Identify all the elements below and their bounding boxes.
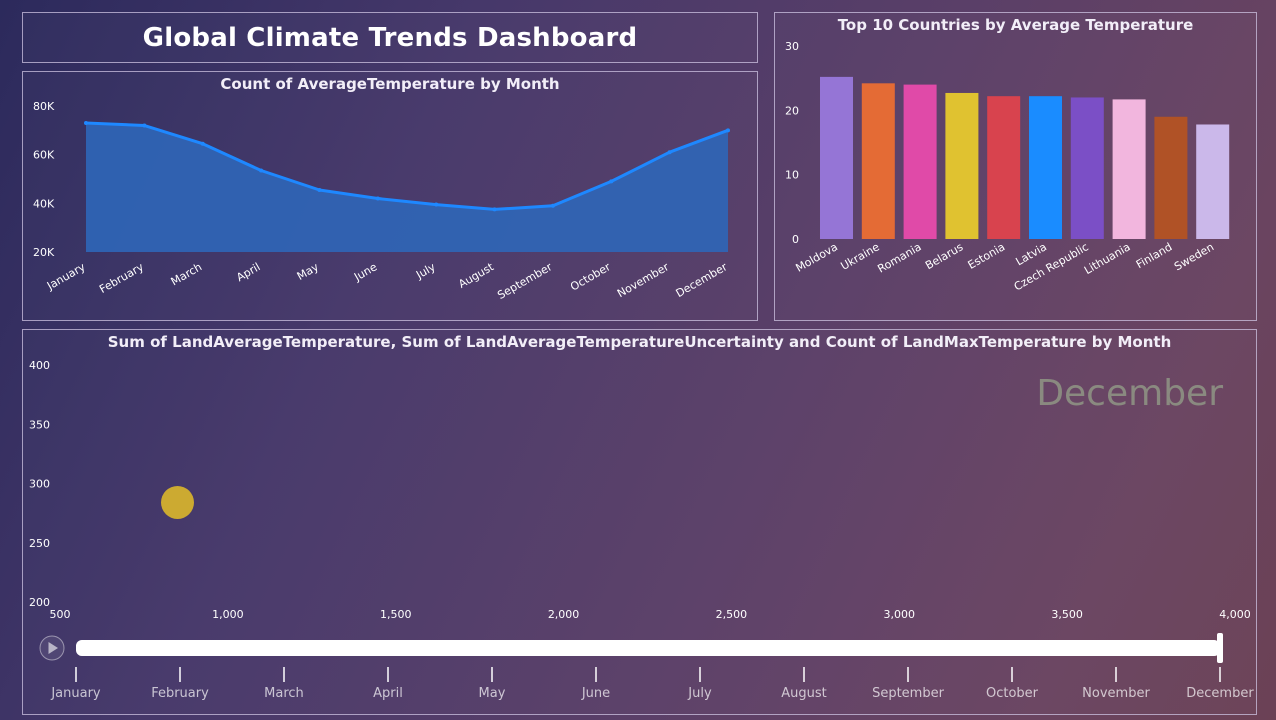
y-tick-label: 0 [792,233,799,246]
y-tick-label: 60K [33,149,55,162]
bar[interactable] [1029,96,1062,240]
x-tick-label: 4,000 [1219,608,1251,621]
data-point[interactable] [375,196,380,201]
x-tick-label: September [495,260,555,302]
y-tick-label: 400 [29,359,50,372]
dashboard-title: Global Climate Trends Dashboard [142,22,638,53]
data-point[interactable] [667,150,672,155]
x-tick-label: Lithuania [1082,240,1133,277]
x-tick-label: Belarus [923,240,966,272]
x-tick-label: 3,500 [1051,608,1083,621]
y-tick-label: 350 [29,418,50,431]
scatter-chart-title: Sum of LandAverageTemperature, Sum of La… [107,333,1172,351]
play-axis-label[interactable]: May [479,686,506,701]
data-point[interactable] [492,207,497,212]
y-tick-label: 300 [29,478,50,491]
x-tick-label: 500 [50,608,71,621]
data-point[interactable] [142,123,147,128]
data-point[interactable] [434,202,439,207]
x-tick-label: Moldova [793,240,840,274]
x-tick-label: June [351,260,379,284]
play-axis-label[interactable]: November [1082,686,1150,701]
play-axis-handle[interactable] [1217,633,1223,663]
y-tick-label: 250 [29,537,50,550]
bar[interactable] [903,84,937,239]
dashboard-title-panel: Global Climate Trends Dashboard [22,12,758,63]
y-tick-label: 10 [785,169,799,182]
x-tick-label: Czech Republic [1012,240,1091,293]
scatter-chart-panel[interactable]: Sum of LandAverageTemperature, Sum of La… [22,329,1257,715]
x-tick-label: 2,500 [716,608,748,621]
bar[interactable] [1070,97,1104,239]
y-tick-label: 80K [33,100,55,113]
play-axis-label[interactable]: September [872,686,945,701]
x-tick-label: 2,000 [548,608,580,621]
bar[interactable] [1154,116,1188,239]
data-point[interactable] [550,203,555,208]
y-tick-label: 200 [29,596,50,609]
bar-chart-title: Top 10 Countries by Average Temperature [837,16,1194,34]
data-point[interactable] [84,121,88,126]
y-tick-label: 40K [33,197,55,210]
play-icon [48,642,58,654]
x-tick-label: Ukraine [839,240,882,273]
x-tick-label: 1,500 [380,608,412,621]
data-point[interactable] [200,141,205,146]
x-tick-label: July [413,260,438,282]
x-tick-label: December [674,260,730,300]
x-tick-label: Romania [875,240,923,275]
area-fill [86,123,728,252]
play-axis-label[interactable]: December [1186,686,1254,701]
y-tick-label: 20 [785,104,799,117]
play-axis-label[interactable]: March [264,686,304,701]
x-tick-label: March [169,260,205,288]
data-point[interactable] [259,168,264,173]
x-tick-label: October [568,260,613,294]
bar[interactable] [987,96,1021,240]
data-point[interactable] [609,179,614,184]
play-axis-label[interactable]: July [687,686,712,701]
scatter-chart[interactable]: 200 250 300 350 400 500 1,000 1,500 2,000 2,500 3,… [23,330,1258,716]
x-tick-label: 1,000 [212,608,244,621]
x-tick-label: November [615,260,671,300]
x-tick-label: Estonia [966,240,1008,272]
bar[interactable] [1196,124,1230,239]
bar[interactable] [945,92,979,239]
current-frame-label: December [1036,373,1223,414]
bar[interactable] [861,83,895,240]
data-point[interactable] [726,128,730,133]
bar-chart-panel[interactable]: Top 10 Countries by Average Temperature … [774,12,1257,321]
x-tick-label: Finland [1134,240,1175,271]
series-line[interactable] [85,121,729,211]
bar[interactable] [820,76,853,239]
x-tick-label: January [44,260,88,293]
play-axis-label[interactable]: April [373,686,403,701]
x-tick-label: Sweden [1172,240,1216,273]
line-chart-title: Count of AverageTemperature by Month [220,75,560,93]
play-axis-label[interactable]: October [986,686,1039,701]
play-axis-progress [76,640,1220,656]
x-tick-label: April [234,260,262,284]
x-tick-label: February [97,260,146,296]
x-tick-label: August [456,260,496,291]
line-chart[interactable]: 20K 40K 60K 80K January February March April May… [23,72,759,322]
play-axis-label[interactable]: February [151,686,209,701]
x-tick-label: 3,000 [884,608,916,621]
bubble[interactable] [161,485,194,519]
y-tick-label: 30 [785,40,799,53]
play-axis-label[interactable]: August [781,686,827,701]
x-tick-label: May [295,260,322,283]
y-tick-label: 20K [33,246,55,259]
play-axis-label[interactable]: June [581,686,610,701]
bar[interactable] [1112,99,1146,239]
line-chart-panel[interactable]: Count of AverageTemperature by Month 20K… [22,71,758,321]
play-axis-label[interactable]: January [50,686,101,701]
data-point[interactable] [317,187,322,192]
